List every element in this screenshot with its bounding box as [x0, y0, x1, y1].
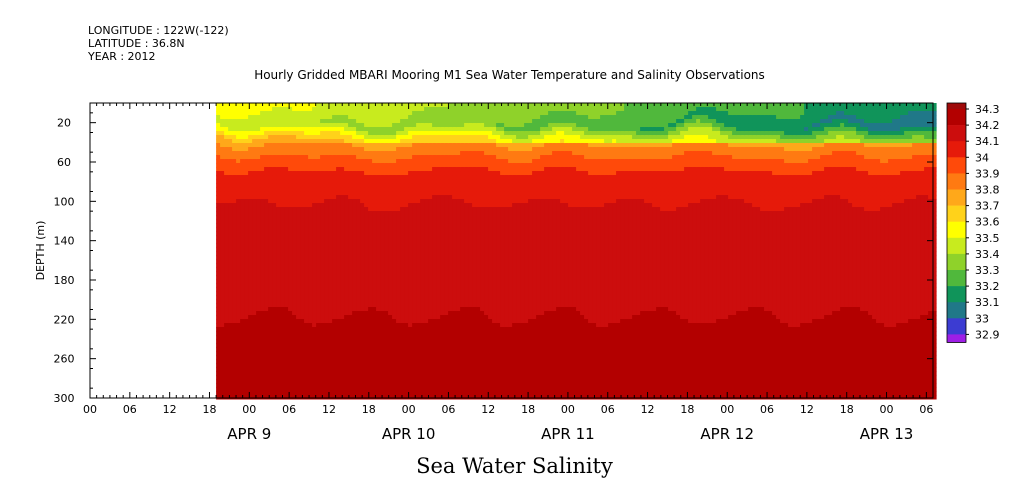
date-label: APR 9: [227, 425, 271, 443]
y-axis-label: DEPTH (m): [34, 221, 47, 281]
colorbar-tick-label: 33.3: [975, 264, 1000, 277]
colorbar-tick-label: 33: [975, 312, 989, 325]
hour-tick-label: 00: [880, 403, 894, 416]
colorbar-swatch: [947, 221, 966, 239]
hour-tick-label: 12: [641, 403, 655, 416]
colorbar-tick-label: 34: [975, 151, 989, 164]
variable-label: Sea Water Salinity: [416, 454, 613, 478]
depth-tick-label: 100: [54, 195, 75, 208]
colorbar-swatch: [947, 141, 966, 158]
colorbar-tick-label: 34.2: [975, 119, 1000, 132]
hour-tick-label: 12: [163, 403, 177, 416]
hour-tick-label: 06: [123, 403, 137, 416]
salinity-chart: 20 60 100 140 180 220 260 300 DEPTH (m) 00 06 12 18 0…: [34, 102, 1000, 443]
hour-tick-label: 18: [362, 403, 376, 416]
hour-tick-label: 06: [919, 403, 933, 416]
colorbar-tick-label: 33.6: [975, 216, 1000, 229]
colorbar-tick-label: 34.1: [975, 135, 1000, 148]
colorbar-frame: [946, 102, 967, 343]
hour-tick-label: 00: [561, 403, 575, 416]
chart-title: Hourly Gridded MBARI Mooring M1 Sea Wate…: [254, 68, 765, 82]
hour-tick-label: 12: [322, 403, 336, 416]
hour-tick-label: 00: [83, 403, 97, 416]
hour-tick-label: 06: [601, 403, 615, 416]
hour-tick-label: 18: [521, 403, 535, 416]
colorbar-swatch: [947, 125, 966, 142]
colorbar-swatch: [947, 189, 966, 206]
hour-tick-label: 06: [760, 403, 774, 416]
date-label: APR 10: [382, 425, 436, 443]
hour-tick-label: 00: [242, 403, 256, 416]
colorbar-swatch: [947, 286, 966, 303]
colorbar-tick-label: 33.2: [975, 280, 1000, 293]
hour-tick-label: 18: [202, 403, 216, 416]
colorbar-swatch: [947, 253, 966, 271]
colorbar-swatch: [947, 334, 966, 343]
depth-tick-label: 140: [54, 235, 75, 248]
depth-tick-label: 60: [57, 156, 71, 169]
hour-tick-label: 06: [441, 403, 455, 416]
hour-tick-label: 00: [720, 403, 734, 416]
longitude-label: LONGITUDE : 122W(-122): [88, 24, 229, 37]
latitude-label: LATITUDE : 36.8N: [88, 37, 185, 50]
colorbar-swatch: [947, 103, 966, 110]
colorbar-swatch: [947, 318, 966, 335]
depth-tick-label: 260: [54, 353, 75, 366]
colorbar-tick-label: 33.1: [975, 296, 1000, 309]
date-label: APR 11: [541, 425, 595, 443]
hour-tick-label: 06: [282, 403, 296, 416]
hour-tick-label: 18: [840, 403, 854, 416]
colorbar-swatch: [947, 205, 966, 222]
colorbar-tick-label: 33.4: [975, 248, 1000, 261]
hour-tick-label: 00: [402, 403, 416, 416]
hour-tick-label: 12: [481, 403, 495, 416]
colorbar-tick-label: 33.9: [975, 167, 1000, 180]
depth-tick-label: 20: [57, 117, 71, 130]
colorbar-swatch: [947, 302, 966, 319]
colorbar-tick-label: 33.7: [975, 200, 1000, 213]
colorbar-swatch: [947, 237, 966, 255]
colorbar-tick-label: 32.9: [975, 328, 1000, 341]
colorbar-swatch: [947, 109, 966, 126]
depth-tick-label: 300: [54, 392, 75, 405]
date-label: APR 13: [860, 425, 914, 443]
colorbar-swatch: [947, 270, 966, 287]
colorbar-swatch: [947, 157, 966, 174]
date-label: APR 12: [700, 425, 754, 443]
colorbar-tick-label: 33.5: [975, 232, 1000, 245]
year-label: YEAR : 2012: [88, 50, 156, 63]
colorbar-swatch: [947, 173, 966, 190]
depth-tick-label: 180: [54, 274, 75, 287]
hour-tick-label: 18: [680, 403, 694, 416]
hour-tick-label: 12: [800, 403, 814, 416]
depth-tick-label: 220: [54, 313, 75, 326]
colorbar-tick-label: 33.8: [975, 184, 1000, 197]
colorbar-tick-label: 34.3: [975, 103, 1000, 116]
